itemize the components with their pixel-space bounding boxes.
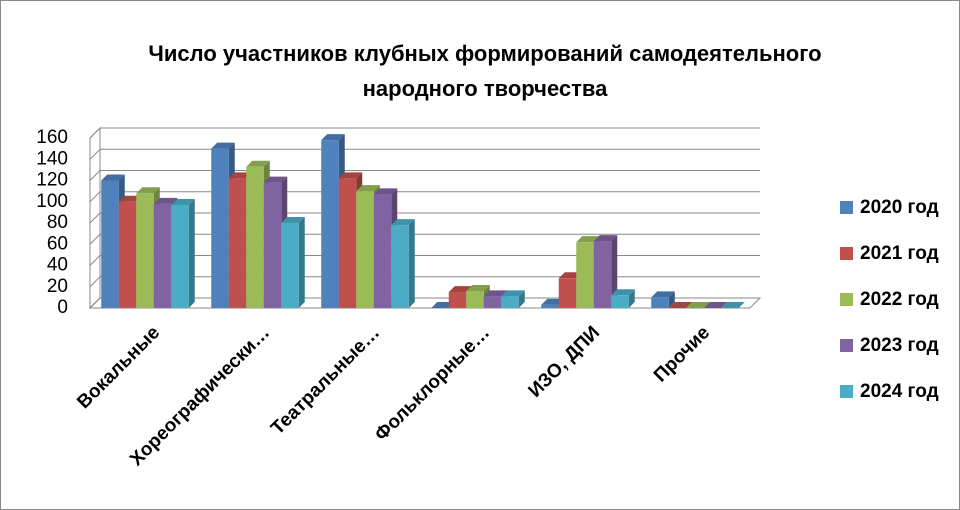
bar-top xyxy=(576,236,600,243)
bar-top xyxy=(466,285,490,291)
grid-line xyxy=(89,170,760,181)
grid-line xyxy=(89,255,760,266)
bar-top xyxy=(448,286,473,293)
bar-side xyxy=(408,219,415,308)
chart-title: народного творчества xyxy=(363,76,609,101)
bar-side xyxy=(611,235,618,308)
legend-label: 2024 год xyxy=(860,381,939,402)
bar xyxy=(171,204,189,308)
bar xyxy=(211,148,229,308)
y-tick-label: 140 xyxy=(36,148,68,169)
bar-side xyxy=(298,217,305,308)
y-tick-label: 40 xyxy=(47,255,68,276)
grid-line xyxy=(89,212,760,224)
legend-label: 2023 год xyxy=(860,335,939,356)
bar-top xyxy=(136,187,160,194)
y-tick-label: 100 xyxy=(36,191,68,212)
bar xyxy=(651,297,669,308)
bar-side xyxy=(518,290,525,308)
bar xyxy=(593,241,612,308)
bar xyxy=(558,278,577,308)
bar xyxy=(136,193,154,308)
bar-top xyxy=(246,160,270,167)
grid-line xyxy=(89,127,760,139)
bar-top xyxy=(373,188,398,195)
bar-top xyxy=(611,289,635,296)
grid-line xyxy=(89,276,760,288)
bar xyxy=(483,296,502,308)
bar xyxy=(281,223,299,308)
bar xyxy=(391,225,409,308)
bar xyxy=(541,304,559,308)
bar xyxy=(611,295,629,308)
bar-top xyxy=(321,134,345,141)
bar-top xyxy=(281,217,305,223)
legend-label: 2021 год xyxy=(860,243,939,264)
bar-top xyxy=(101,174,125,181)
legend-swatch xyxy=(840,339,853,352)
y-tick-label: 80 xyxy=(47,212,68,233)
grid-line xyxy=(89,297,760,309)
bar xyxy=(246,166,264,308)
y-tick-label: 160 xyxy=(36,127,68,148)
bar-top xyxy=(593,235,618,242)
bar-top xyxy=(483,290,508,297)
bar xyxy=(338,178,357,308)
bar-top xyxy=(651,291,675,298)
bar-top xyxy=(721,302,745,308)
bar xyxy=(373,194,392,308)
legend-swatch xyxy=(840,247,853,260)
bar-side xyxy=(668,291,675,308)
bar-top xyxy=(211,142,235,149)
legend-swatch xyxy=(840,201,853,214)
grid-line xyxy=(89,148,760,160)
y-tick-label: 60 xyxy=(47,233,68,254)
bar-top xyxy=(668,302,693,308)
legend-label: 2022 год xyxy=(860,289,939,310)
bar-top xyxy=(338,172,363,179)
bar-top xyxy=(686,302,710,308)
bar xyxy=(466,291,484,308)
legend-swatch xyxy=(840,385,853,398)
bar xyxy=(153,203,172,308)
bar-top xyxy=(703,302,728,308)
bar-top xyxy=(356,185,380,192)
bar xyxy=(118,201,137,308)
bar xyxy=(576,242,594,308)
chart-title: Число участников клубных формирований са… xyxy=(148,41,821,66)
bar-top xyxy=(391,219,415,226)
bar xyxy=(448,292,467,308)
bar-side xyxy=(188,198,195,308)
bar xyxy=(228,178,247,308)
bar-side xyxy=(628,289,635,308)
y-tick-label: 120 xyxy=(36,170,68,191)
legend-swatch xyxy=(840,293,853,306)
bar-top xyxy=(153,197,178,204)
y-tick-label: 0 xyxy=(57,297,68,318)
bar xyxy=(263,182,282,308)
bar xyxy=(356,191,374,308)
bar-top xyxy=(501,290,525,297)
grid-line xyxy=(89,191,760,203)
legend-label: 2020 год xyxy=(860,197,939,218)
grid-line xyxy=(89,233,760,245)
bar xyxy=(101,180,119,308)
bar xyxy=(501,296,519,308)
y-tick-label: 20 xyxy=(47,276,68,297)
bar-top xyxy=(263,176,288,183)
bar-top xyxy=(171,198,195,205)
bar xyxy=(321,140,339,308)
